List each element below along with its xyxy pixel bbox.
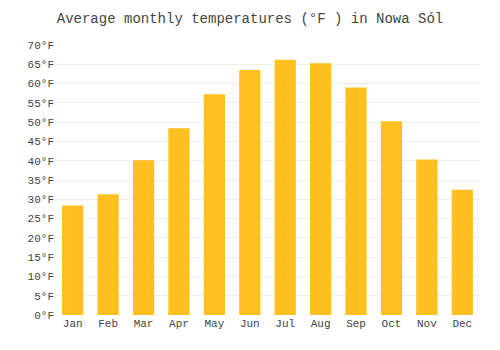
svg-text:30°F: 30°F (28, 194, 54, 206)
svg-text:Dec: Dec (452, 318, 472, 330)
svg-text:25°F: 25°F (28, 213, 54, 225)
svg-text:5°F: 5°F (34, 291, 54, 303)
svg-text:Aug: Aug (311, 318, 331, 330)
svg-text:Sep: Sep (346, 318, 366, 330)
svg-text:35°F: 35°F (28, 175, 54, 187)
svg-text:Jul: Jul (275, 318, 295, 330)
svg-text:Oct: Oct (382, 318, 402, 330)
svg-text:Average monthly temperatures (: Average monthly temperatures (°F ) in No… (57, 11, 443, 27)
svg-text:50°F: 50°F (28, 117, 54, 129)
svg-text:Nov: Nov (417, 318, 437, 330)
svg-text:60°F: 60°F (28, 78, 54, 90)
svg-text:70°F: 70°F (28, 40, 54, 52)
svg-text:Feb: Feb (98, 318, 118, 330)
svg-text:45°F: 45°F (28, 136, 54, 148)
svg-text:15°F: 15°F (28, 252, 54, 264)
svg-text:40°F: 40°F (28, 156, 54, 168)
svg-text:Apr: Apr (169, 318, 189, 330)
svg-text:65°F: 65°F (28, 59, 54, 71)
svg-text:10°F: 10°F (28, 271, 54, 283)
svg-text:May: May (204, 318, 224, 330)
svg-text:Jun: Jun (240, 318, 260, 330)
svg-text:55°F: 55°F (28, 98, 54, 110)
svg-text:Jan: Jan (63, 318, 83, 330)
svg-text:0°F: 0°F (34, 310, 54, 322)
svg-text:20°F: 20°F (28, 233, 54, 245)
svg-text:Mar: Mar (134, 318, 154, 330)
